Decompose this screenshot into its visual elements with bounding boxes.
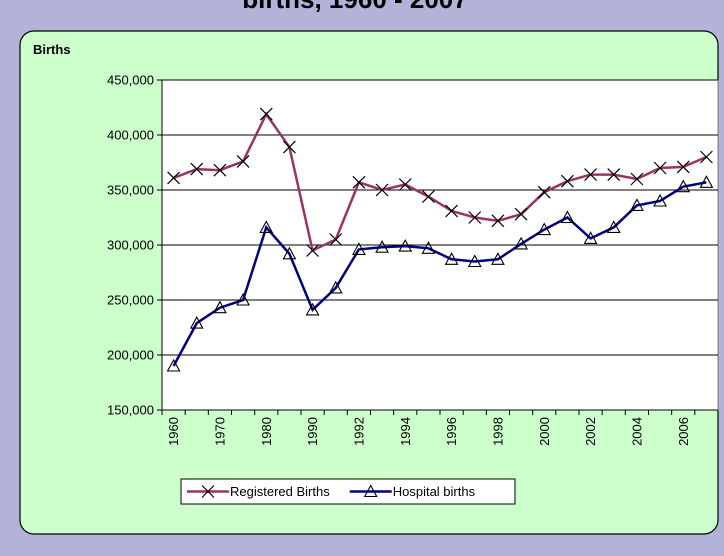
marker	[699, 175, 714, 188]
marker	[398, 178, 412, 191]
marker	[583, 231, 598, 244]
chart: 150,000 200,000 250,000 300,000 350,000 400,0…	[107, 73, 718, 505]
marker	[514, 207, 528, 221]
marker	[676, 179, 691, 193]
marker	[305, 302, 320, 316]
marker	[584, 168, 598, 182]
marker	[189, 315, 204, 329]
marker	[375, 240, 390, 253]
marker	[328, 280, 343, 294]
series-line	[172, 181, 707, 367]
marker	[653, 193, 668, 207]
marker	[351, 242, 366, 255]
x-tick-label: 1992	[351, 417, 366, 446]
marker	[398, 238, 413, 252]
marker	[467, 254, 482, 268]
y-tick-label: 150,000	[107, 403, 154, 418]
marker	[653, 161, 667, 175]
marker	[282, 246, 297, 260]
y-tick-label: 400,000	[107, 128, 154, 143]
y-tick-label: 350,000	[107, 183, 154, 198]
marker	[259, 107, 273, 121]
marker	[166, 358, 181, 372]
marker	[167, 171, 181, 185]
x-tick-label: 1996	[444, 417, 459, 446]
y-tick-label: 450,000	[107, 73, 154, 88]
y-axis-title: Births	[33, 42, 71, 57]
legend-label: Hospital births	[393, 484, 476, 499]
chart-title: births, 1960 - 2007	[242, 0, 467, 14]
x-tick-label: 1970	[212, 417, 227, 446]
marker	[444, 252, 459, 265]
marker	[306, 244, 320, 257]
legend: Registered Births Hospital births	[180, 478, 516, 505]
x-tick-label: 1994	[398, 417, 413, 446]
marker	[468, 211, 482, 224]
x-tick-label: 2002	[583, 417, 598, 446]
marker	[421, 190, 435, 204]
marker	[213, 163, 227, 177]
marker	[352, 175, 366, 189]
marker	[491, 214, 505, 228]
marker	[190, 162, 204, 176]
legend-marker	[363, 484, 378, 498]
x-tick-label: 1990	[305, 417, 320, 446]
marker	[490, 252, 505, 265]
y-tick-label: 200,000	[107, 348, 154, 363]
x-tick-label: 1998	[490, 417, 505, 446]
marker	[236, 292, 251, 306]
marker	[630, 172, 644, 186]
legend-label: Registered Births	[230, 484, 330, 499]
marker	[329, 233, 343, 246]
series-line	[173, 111, 707, 253]
marker	[259, 220, 274, 233]
legend-marker	[201, 485, 215, 498]
marker	[676, 160, 690, 174]
x-tick-label: 1980	[259, 417, 274, 446]
x-tick-label: 2006	[676, 417, 691, 446]
marker	[236, 154, 250, 168]
marker	[537, 222, 552, 236]
legend-box	[180, 478, 516, 505]
marker	[282, 140, 296, 154]
marker	[607, 168, 621, 182]
marker	[699, 150, 713, 164]
marker	[212, 300, 227, 314]
x-tick-label: 1960	[166, 417, 181, 446]
marker	[560, 174, 574, 188]
x-tick-label: 2000	[537, 417, 552, 446]
y-tick-label: 250,000	[107, 293, 154, 308]
marker	[421, 241, 436, 254]
x-tick-label: 2004	[629, 417, 644, 446]
y-tick-label: 300,000	[107, 238, 154, 253]
marker	[514, 236, 529, 250]
marker	[537, 185, 551, 199]
marker	[560, 210, 575, 224]
marker	[629, 198, 644, 211]
marker	[606, 220, 621, 233]
marker	[375, 183, 389, 197]
marker	[445, 204, 459, 218]
